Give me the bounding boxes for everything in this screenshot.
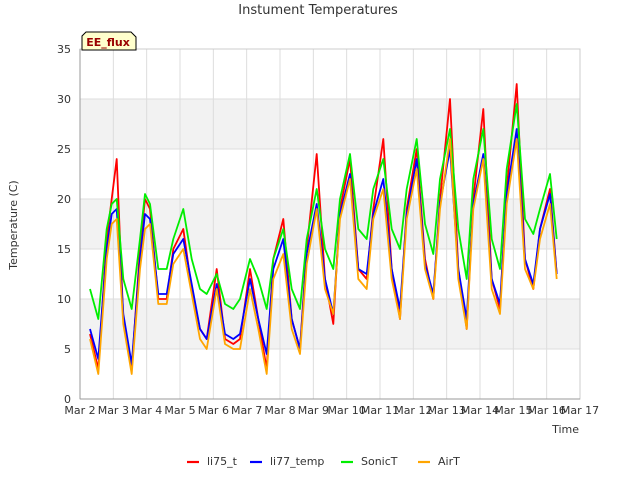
legend-item-li75-t: li75_t <box>187 455 238 468</box>
y-tick-label: 15 <box>57 243 71 256</box>
background-band <box>80 199 580 249</box>
legend-item-sonict: SonicT <box>341 455 398 468</box>
x-tick-label: Mar 14 <box>461 404 499 417</box>
x-tick-label: Mar 4 <box>131 404 162 417</box>
x-tick-label: Mar 17 <box>561 404 599 417</box>
x-tick-label: Mar 16 <box>528 404 566 417</box>
x-axis-label: Time <box>551 423 579 436</box>
x-tick-label: Mar 10 <box>328 404 366 417</box>
legend-item-airt: AirT <box>418 455 460 468</box>
series-line-airt <box>89 138 558 375</box>
annotation-label: EE_flux <box>86 36 130 49</box>
chart-title: Instument Temperatures <box>238 3 398 18</box>
y-tick-label: 10 <box>57 293 71 306</box>
x-tick-label: Mar 15 <box>494 404 532 417</box>
x-tick-label: Mar 3 <box>98 404 129 417</box>
plot-background <box>80 49 580 399</box>
x-tick-label: Mar 8 <box>264 404 295 417</box>
y-tick-label: 30 <box>57 93 71 106</box>
series-line-sonict <box>89 103 558 320</box>
y-tick-label: 25 <box>57 143 71 156</box>
legend-item-li77-temp: li77_temp <box>250 455 324 468</box>
legend-label: li75_t <box>207 455 238 468</box>
y-axis-label: Temperature (C) <box>7 180 20 270</box>
x-tick-label: Mar 6 <box>198 404 229 417</box>
series-lines <box>89 83 558 375</box>
legend-label: li77_temp <box>270 455 324 468</box>
y-tick-label: 0 <box>64 393 71 406</box>
x-tick-label: Mar 12 <box>394 404 432 417</box>
legend-label: SonicT <box>361 455 398 468</box>
x-tick-label: Mar 11 <box>361 404 399 417</box>
x-tick-label: Mar 13 <box>428 404 466 417</box>
legend-label: AirT <box>438 455 460 468</box>
annotation-box: EE_flux <box>81 31 137 51</box>
y-tick-label: 5 <box>64 343 71 356</box>
legend: li75_t li77_temp SonicT AirT <box>187 455 460 468</box>
x-tick-label: Mar 9 <box>298 404 329 417</box>
y-tick-label: 35 <box>57 43 71 56</box>
x-tick-label: Mar 7 <box>231 404 262 417</box>
x-tick-label: Mar 5 <box>164 404 195 417</box>
y-tick-label: 20 <box>57 193 71 206</box>
x-tick-label: Mar 2 <box>64 404 95 417</box>
background-band <box>80 99 580 149</box>
